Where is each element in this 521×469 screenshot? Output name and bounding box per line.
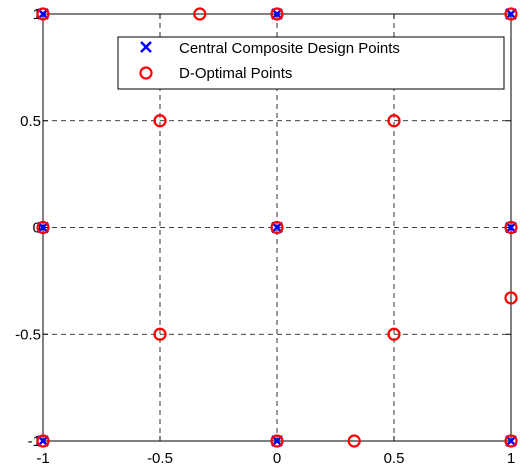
data-points (36, 7, 518, 448)
d-optimal-point (270, 7, 284, 21)
d-optimal-point (504, 220, 518, 235)
legend-marker-x (140, 41, 152, 53)
legend-box (117, 36, 505, 90)
d-optimal-point (36, 220, 50, 235)
d-optimal-point (270, 434, 284, 448)
x-tick-label: -1 (36, 450, 49, 467)
d-optimal-point (270, 220, 284, 235)
y-tick-label: 0.5 (20, 113, 41, 130)
d-optimal-point (504, 7, 518, 21)
d-optimal-point (36, 7, 50, 21)
d-optimal-point (153, 114, 167, 128)
d-optimal-point (193, 7, 207, 21)
d-optimal-point (387, 327, 401, 341)
d-optimal-point (36, 434, 50, 448)
d-optimal-point (387, 114, 401, 128)
x-tick-label: 1 (507, 450, 515, 467)
d-optimal-point (504, 434, 518, 448)
x-tick-label: 0 (273, 450, 281, 467)
legend: Central Composite Design Points D-Optima… (117, 36, 505, 90)
x-tick-label: -0.5 (147, 450, 173, 467)
legend-label-ccd: Central Composite Design Points (179, 40, 400, 57)
d-optimal-point (504, 291, 518, 305)
legend-marker-o (139, 66, 153, 80)
x-tick-label: 0.5 (384, 450, 405, 467)
y-tick-label: -0.5 (15, 326, 41, 343)
d-optimal-point (347, 434, 361, 448)
d-optimal-point (153, 327, 167, 341)
legend-label-doptimal: D-Optimal Points (179, 65, 292, 82)
